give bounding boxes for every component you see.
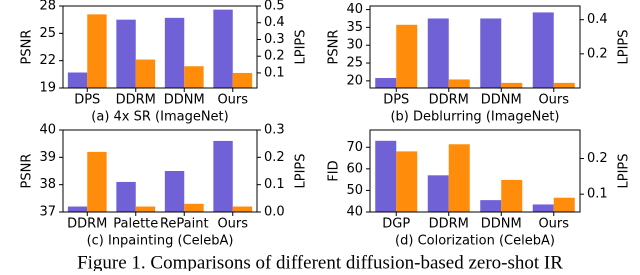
y-axis-label: PSNR [327, 30, 342, 65]
y-axis-label: FID [327, 160, 342, 181]
bar [480, 18, 502, 89]
x-tick-label: DPS [74, 93, 100, 108]
y2-axis-label: LPIPS [617, 153, 632, 188]
x-tick-label: DGP [382, 217, 410, 232]
bar [67, 206, 88, 212]
bar [87, 14, 107, 88]
x-tick-label: DDRM [116, 93, 156, 108]
bar [532, 12, 554, 89]
subplot-caption: (d) Colorization (CelebA) [395, 234, 555, 249]
x-tick-label: Ours [217, 93, 248, 108]
y2-axis-label: LPIPS [294, 29, 309, 64]
y-axis-label: PSNR [20, 30, 35, 65]
plot-frame [369, 129, 581, 213]
y-tick-label: 50 [346, 183, 363, 198]
x-tick-label: DDRM [429, 217, 469, 232]
y-tick-label: 30 [346, 38, 363, 53]
bar [501, 82, 523, 88]
x-tick-label: DDNM [481, 217, 522, 232]
bar [116, 19, 136, 89]
y-tick-label: 38 [39, 177, 56, 192]
y-tick-label: 19 [39, 81, 56, 96]
y-tick-label: 60 [346, 161, 363, 176]
y-tick-label: 28 [39, 0, 56, 14]
caption: Figure 1. Comparisons of different diffu… [77, 252, 563, 271]
bar [375, 78, 397, 88]
bar [213, 9, 233, 88]
y-tick-label: 25 [39, 26, 56, 41]
bar [448, 79, 470, 88]
x-tick-label: Ours [538, 217, 569, 232]
bar [135, 206, 156, 212]
y2-tick-label: 0.2 [587, 151, 608, 166]
y2-tick-label: 0.4 [264, 15, 285, 30]
x-tick-label: Palette [113, 217, 158, 232]
bar [67, 72, 88, 88]
subplot-caption: (a) 4x SR (ImageNet) [91, 110, 228, 125]
plot-frame [369, 5, 581, 89]
y-tick-label: 40 [346, 2, 363, 17]
bar [375, 140, 397, 212]
bar [135, 59, 156, 88]
bar [448, 144, 470, 212]
x-tick-label: DDNM [481, 93, 522, 108]
subplot-caption: (c) Inpainting (CelebA) [87, 234, 234, 249]
y2-tick-label: 0.0 [264, 205, 285, 220]
bar [232, 206, 253, 212]
bar [164, 17, 185, 88]
bar [480, 200, 502, 212]
x-tick-label: Ours [217, 217, 248, 232]
y2-tick-label: 0.1 [587, 187, 608, 202]
bar [87, 151, 107, 212]
x-tick-label: DDRM [67, 217, 107, 232]
y-tick-label: 20 [346, 73, 363, 88]
y-tick-label: 25 [346, 56, 363, 71]
bar [396, 24, 418, 89]
bar [427, 18, 449, 89]
y2-tick-label: 0.3 [264, 123, 285, 138]
bar [501, 179, 523, 212]
y2-tick-label: 0.5 [264, 0, 285, 14]
plot-frame [62, 129, 258, 213]
bar [184, 66, 204, 88]
subplot-caption: (b) Deblurring (ImageNet) [390, 110, 559, 125]
bar [116, 181, 136, 212]
y2-tick-label: 0.2 [264, 49, 285, 64]
bar [427, 175, 449, 212]
y-axis-label: PSNR [20, 154, 35, 189]
y2-tick-label: 0.2 [264, 150, 285, 165]
y2-axis-label: LPIPS [294, 153, 309, 188]
y2-tick-label: 0.3 [264, 32, 285, 47]
bar [396, 151, 418, 212]
x-tick-label: Ours [538, 93, 569, 108]
y-tick-label: 40 [346, 205, 363, 220]
bar [232, 72, 253, 88]
bar [184, 203, 204, 212]
bar [164, 171, 185, 212]
x-tick-label: DPS [383, 93, 409, 108]
bar [553, 82, 575, 88]
y2-tick-label: 0.1 [264, 65, 285, 80]
x-tick-label: DDRM [429, 93, 469, 108]
y-tick-label: 37 [39, 205, 56, 220]
y2-tick-label: 0.2 [587, 46, 608, 61]
bar [213, 140, 233, 212]
y-tick-label: 39 [39, 150, 56, 165]
y-tick-label: 70 [346, 140, 363, 155]
y2-tick-label: 0.4 [587, 12, 608, 27]
y-tick-label: 35 [346, 20, 363, 35]
bar [532, 204, 554, 212]
x-tick-label: DDNM [164, 93, 205, 108]
y2-axis-label: LPIPS [617, 29, 632, 64]
plot-frame [62, 5, 258, 89]
y2-tick-label: 0.1 [264, 177, 285, 192]
y-tick-label: 40 [39, 123, 56, 138]
y-tick-label: 22 [39, 53, 56, 68]
x-tick-label: RePaint [160, 217, 209, 232]
bar [553, 197, 575, 212]
